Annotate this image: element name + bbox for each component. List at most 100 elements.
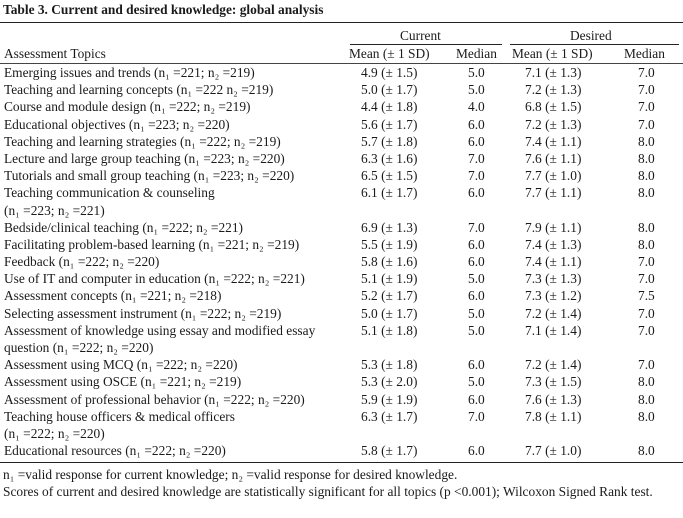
table-row: Feedback (n₁ =222; n₂ =220) 5.8 (± 1.6) 6.… [0, 253, 683, 270]
desired-median-cell: 7.0 [638, 82, 655, 98]
topic-cell: Lecture and large group teaching (n₁ =22… [4, 150, 344, 167]
topic-text: Bedside/clinical teaching (n₁ =222; n₂ =… [4, 219, 244, 235]
topic-text: Selecting assessment instrument (n₁ =222… [4, 305, 282, 321]
table-row: Assessment of professional behavior (n₁ … [0, 391, 683, 408]
topic-cell: Assessment using OSCE (n₁ =221; n₂ =219) [4, 373, 344, 390]
desired-mean-cell: 7.1 (± 1.3) [525, 65, 582, 80]
topic-cell: Assessment of professional behavior (n₁ … [4, 391, 344, 408]
current-mean-cell: 4.9 (± 1.5) [361, 65, 418, 80]
table-row: Teaching and learning strategies (n₁ =22… [0, 133, 683, 150]
desired-median-cell: 7.0 [638, 271, 655, 287]
top-rule [0, 22, 683, 23]
table-row: Facilitating problem-based learning (n₁ … [0, 236, 683, 253]
table-row: Educational objectives (n₁ =223; n₂ =220… [0, 116, 683, 133]
current-median-cell: 5.0 [468, 82, 485, 98]
current-median-cell: 6.0 [468, 254, 485, 270]
current-median-cell: 6.0 [468, 443, 485, 459]
current-mean-header: Mean (± 1 SD) [349, 46, 430, 61]
table-body: Emerging issues and trends (n₁ =221; n₂ … [0, 64, 683, 459]
table-row: Tutorials and small group teaching (n₁ =… [0, 167, 683, 184]
topic-cell: Assessment using MCQ (n₁ =222; n₂ =220) [4, 356, 344, 373]
current-mean-cell: 5.1 (± 1.8) [361, 322, 418, 338]
topic-cell: Use of IT and computer in education (n₁ … [4, 270, 344, 287]
desired-mean-cell: 7.6 (± 1.1) [525, 150, 582, 166]
topic-text: Teaching and learning strategies (n₁ =22… [4, 133, 281, 149]
topic-text: Educational resources (n₁ =222; n₂ =220) [4, 443, 226, 459]
current-mean-cell: 5.9 (± 1.9) [361, 391, 418, 407]
desired-mean-cell: 7.4 (± 1.1) [525, 133, 582, 149]
current-mean-cell: 5.6 (± 1.7) [361, 116, 418, 132]
desired-mean-cell: 7.1 (± 1.4) [525, 322, 582, 338]
topic-text: Assessment concepts (n₁ =221; n₂ =218) [4, 288, 222, 304]
current-mean-cell: 6.1 (± 1.7) [361, 185, 418, 201]
topic-text: Use of IT and computer in education (n₁ … [4, 271, 305, 287]
current-median-cell: 5.0 [468, 65, 485, 80]
desired-mean-cell: 7.2 (± 1.3) [525, 82, 582, 98]
topic-text: (n₁ =223; n₂ =221) [4, 202, 105, 218]
table-row: Lecture and large group teaching (n₁ =22… [0, 150, 683, 167]
desired-mean-cell: 7.3 (± 1.2) [525, 288, 582, 304]
desired-mean-cell: 7.9 (± 1.1) [525, 219, 582, 235]
table-row: Teaching and learning concepts (n₁ =222 … [0, 81, 683, 98]
current-median-cell: 7.0 [468, 219, 485, 235]
current-mean-cell: 5.3 (± 1.8) [361, 357, 418, 373]
desired-median-cell: 7.0 [638, 116, 655, 132]
topic-cell: Assessment concepts (n₁ =221; n₂ =218) [4, 287, 344, 304]
topics-column-header: Assessment Topics [4, 46, 106, 61]
current-mean-cell: 5.2 (± 1.7) [361, 288, 418, 304]
topic-cell: Teaching and learning strategies (n₁ =22… [4, 133, 344, 150]
current-median-cell: 6.0 [468, 288, 485, 304]
desired-mean-cell: 7.4 (± 1.3) [525, 236, 582, 252]
table-row: Assessment using OSCE (n₁ =221; n₂ =219)… [0, 373, 683, 390]
topic-text: Assessment of professional behavior (n₁ … [4, 391, 305, 407]
current-mean-cell: 6.9 (± 1.3) [361, 219, 418, 235]
desired-median-cell: 8.0 [638, 391, 655, 407]
current-median-cell: 4.0 [468, 99, 485, 115]
current-median-cell: 7.0 [468, 408, 485, 424]
topic-cell: Course and module design (n₁ =222; n₂ =2… [4, 98, 344, 115]
desired-mean-cell: 7.3 (± 1.5) [525, 374, 582, 390]
current-mean-cell: 5.3 (± 2.0) [361, 374, 418, 390]
topic-cell: Bedside/clinical teaching (n₁ =222; n₂ =… [4, 219, 344, 236]
desired-mean-cell: 7.8 (± 1.1) [525, 408, 582, 424]
desired-mean-cell: 7.6 (± 1.3) [525, 391, 582, 407]
current-mean-cell: 6.3 (± 1.7) [361, 408, 418, 424]
desired-median-cell: 8.0 [638, 408, 655, 424]
current-median-cell: 5.0 [468, 271, 485, 287]
current-median-cell: 6.0 [468, 236, 485, 252]
current-mean-cell: 5.8 (± 1.6) [361, 254, 418, 270]
current-mean-cell: 6.5 (± 1.5) [361, 168, 418, 184]
table-row: Use of IT and computer in education (n₁ … [0, 270, 683, 287]
current-mean-cell: 6.3 (± 1.6) [361, 150, 418, 166]
topic-text: Assessment using MCQ (n₁ =222; n₂ =220) [4, 357, 238, 373]
current-mean-cell: 5.8 (± 1.7) [361, 443, 418, 459]
desired-group-header: Desired [570, 28, 612, 43]
topic-text: question (n₁ =222; n₂ =220) [4, 340, 154, 356]
topic-cell: Teaching communication & counseling (n₁ =… [4, 184, 344, 218]
desired-mean-cell: 7.2 (± 1.3) [525, 116, 582, 132]
topic-cell: Educational resources (n₁ =222; n₂ =220) [4, 442, 344, 459]
desired-median-header: Median [624, 46, 665, 61]
current-mean-cell: 5.7 (± 1.8) [361, 133, 418, 149]
current-median-cell: 6.0 [468, 133, 485, 149]
desired-mean-cell: 7.7 (± 1.0) [525, 168, 582, 184]
desired-mean-cell: 7.7 (± 1.1) [525, 185, 582, 201]
topic-cell: Selecting assessment instrument (n₁ =222… [4, 305, 344, 322]
desired-mean-cell: 7.3 (± 1.3) [525, 271, 582, 287]
desired-median-cell: 8.0 [638, 236, 655, 252]
current-median-cell: 6.0 [468, 391, 485, 407]
desired-median-cell: 8.0 [638, 133, 655, 149]
desired-median-cell: 8.0 [638, 168, 655, 184]
table-row: Teaching communication & counseling (n₁ =… [0, 184, 683, 218]
desired-median-cell: 7.0 [638, 254, 655, 270]
topic-text: Facilitating problem-based learning (n₁ … [4, 236, 300, 252]
topic-cell: Educational objectives (n₁ =223; n₂ =220… [4, 116, 344, 133]
table-note: Scores of current and desired knowledge … [3, 484, 653, 500]
table-caption: Table 3. Current and desired knowledge: … [3, 2, 324, 17]
topic-text: Assessment using OSCE (n₁ =221; n₂ =219) [4, 374, 242, 390]
topic-text: (n₁ =222; n₂ =220) [4, 425, 105, 441]
topic-cell: Teaching and learning concepts (n₁ =222 … [4, 81, 344, 98]
topic-text: Lecture and large group teaching (n₁ =22… [4, 150, 285, 166]
topic-text: Feedback (n₁ =222; n₂ =220) [4, 254, 160, 270]
topic-cell: Emerging issues and trends (n₁ =221; n₂ … [4, 64, 344, 81]
